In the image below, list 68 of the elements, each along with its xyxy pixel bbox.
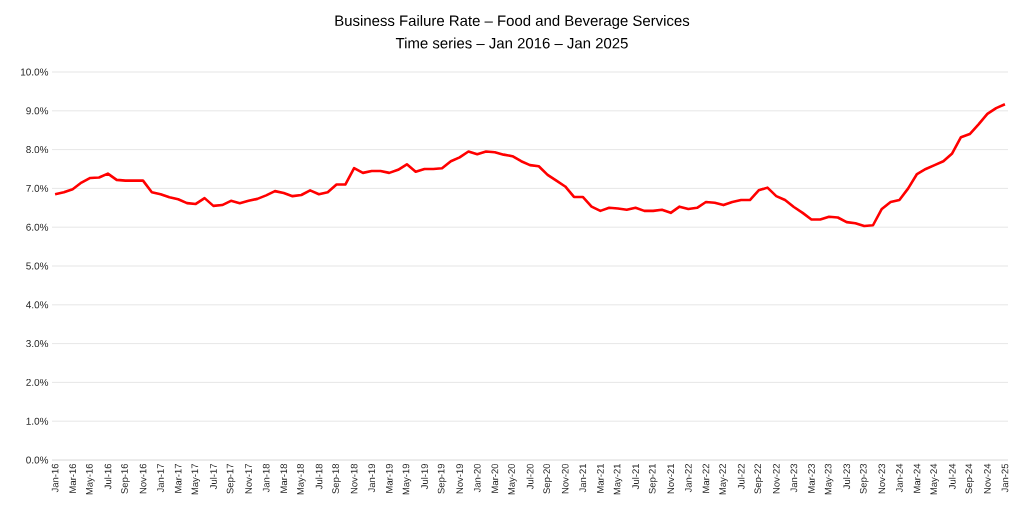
x-tick-label: Mar-20 [491, 463, 499, 493]
x-tick-label: Jul-23 [843, 463, 851, 490]
x-tick-label: Jul-24 [948, 463, 956, 490]
y-tick-label: 7.0% [26, 184, 49, 192]
y-tick-label: 2.0% [26, 378, 49, 386]
x-tick-label: Sep-20 [543, 463, 552, 494]
x-tick-label: Jan-20 [473, 463, 481, 493]
y-tick-label: 8.0% [26, 146, 49, 154]
y-tick-label: 0.0% [26, 456, 49, 464]
x-tick-label: May-22 [719, 463, 728, 495]
x-tick-label: Sep-24 [965, 463, 975, 494]
x-tick-label: Jan-19 [368, 463, 376, 493]
x-tick-label: Mar-17 [174, 463, 182, 493]
x-tick-label: Nov-21 [667, 463, 675, 494]
x-tick-label: Jul-22 [737, 463, 745, 490]
x-tick-label: May-18 [297, 463, 306, 495]
x-tick-label: Nov-16 [139, 463, 147, 494]
x-tick-label: Sep-18 [332, 463, 341, 494]
x-tick-label: Jan-22 [684, 463, 692, 493]
y-tick-label: 9.0% [26, 107, 49, 115]
y-tick-label: 5.0% [26, 262, 49, 270]
x-tick-label: May-24 [930, 463, 939, 495]
x-tick-label: Mar-24 [913, 463, 921, 493]
x-tick-label: May-21 [613, 463, 623, 495]
x-tick-label: Mar-18 [280, 463, 288, 493]
x-tick-label: Sep-23 [859, 463, 869, 494]
x-tick-label: Sep-22 [754, 463, 763, 494]
x-tick-label: Nov-22 [772, 463, 780, 494]
x-tick-label: Jul-16 [104, 463, 112, 490]
x-tick-label: Nov-20 [561, 463, 569, 494]
x-tick-label: Jan-16 [51, 463, 59, 493]
x-tick-label: Mar-22 [702, 463, 710, 493]
x-tick-label: Nov-17 [245, 463, 252, 494]
x-tick-label: Jul-20 [526, 463, 534, 490]
x-tick-label: Sep-17 [226, 463, 236, 494]
x-tick-label: Jul-18 [315, 463, 323, 490]
x-tick-label: Nov-18 [350, 463, 358, 494]
x-tick-label: Sep-21 [648, 463, 658, 494]
x-tick-label: May-20 [508, 463, 517, 495]
x-tick-label: Jan-23 [790, 463, 798, 493]
chart-title: Business Failure Rate – Food and Beverage Services [335, 15, 690, 29]
x-tick-label: Jul-21 [632, 463, 640, 490]
x-tick-label: Mar-16 [69, 463, 77, 493]
y-tick-label: 3.0% [26, 340, 49, 348]
chart-subtitle: Time series – Jan 2016 – Jan 2025 [395, 37, 628, 49]
x-tick-label: Jan-24 [896, 463, 903, 493]
x-tick-label: Nov-23 [878, 463, 886, 494]
x-tick-label: Jan-17 [157, 463, 164, 493]
x-tick-label: Jan-18 [262, 463, 270, 493]
x-tick-label: Mar-19 [385, 463, 393, 493]
x-tick-label: Jan-21 [579, 463, 587, 493]
x-tick-label: Jan-25 [1001, 463, 1009, 493]
x-tick-label: May-19 [402, 463, 412, 495]
x-tick-label: May-17 [191, 463, 201, 495]
x-tick-label: Nov-19 [456, 463, 463, 494]
x-tick-label: Jul-17 [209, 463, 217, 490]
x-tick-label: Mar-23 [808, 463, 815, 493]
y-tick-label: 6.0% [26, 223, 49, 231]
y-tick-label: 10.0% [21, 68, 49, 76]
x-tick-label: Sep-16 [121, 463, 130, 494]
y-tick-label: 1.0% [26, 417, 49, 425]
x-tick-label: Mar-21 [597, 463, 604, 493]
x-tick-label: May-23 [824, 463, 834, 495]
x-tick-label: May-16 [85, 463, 95, 495]
x-tick-label: Sep-19 [437, 463, 447, 494]
y-tick-label: 4.0% [26, 301, 49, 309]
x-tick-label: Nov-24 [983, 463, 991, 494]
x-tick-label: Jul-19 [420, 463, 428, 490]
